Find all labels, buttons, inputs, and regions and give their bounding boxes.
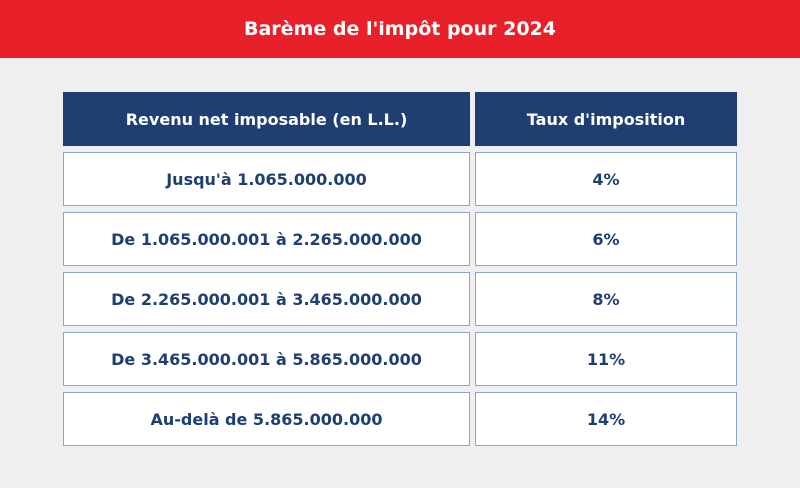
column-header: Taux d'imposition (475, 92, 737, 146)
table-cell: Au-delà de 5.865.000.000 (63, 392, 470, 446)
table-cell: 6% (475, 212, 737, 266)
table-cell: 4% (475, 152, 737, 206)
table-cell: De 3.465.000.001 à 5.865.000.000 (63, 332, 470, 386)
table-cell: De 1.065.000.001 à 2.265.000.000 (63, 212, 470, 266)
table-cell: 11% (475, 332, 737, 386)
table-cell: Jusqu'à 1.065.000.000 (63, 152, 470, 206)
table-cell: 14% (475, 392, 737, 446)
column-header: Revenu net imposable (en L.L.) (63, 92, 470, 146)
title: Barème de l'impôt pour 2024 (244, 18, 556, 40)
table-cell: 8% (475, 272, 737, 326)
table-cell: De 2.265.000.001 à 3.465.000.000 (63, 272, 470, 326)
title-bar: Barème de l'impôt pour 2024 (0, 0, 800, 58)
